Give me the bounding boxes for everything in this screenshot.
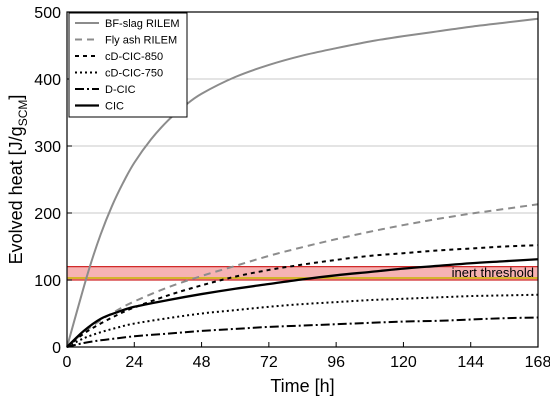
threshold-label: inert threshold [452, 265, 534, 280]
legend-box [68, 12, 188, 118]
x-tick-label-48: 48 [193, 354, 211, 371]
legend: BF-slag RILEM Fly ash RILEM cD-CIC-850 cD-C… [68, 12, 188, 118]
inert-threshold-band [67, 266, 538, 281]
y-tick-label-400: 400 [34, 72, 61, 89]
x-tick-label-0: 0 [63, 354, 72, 371]
series-line-5 [66, 258, 539, 348]
series-line-0 [66, 17, 539, 348]
y-axis-label-main: Evolved heat [J/g [6, 126, 26, 264]
x-tick-label-72: 72 [260, 354, 278, 371]
x-tick-label-120: 120 [390, 354, 417, 371]
y-tick-label-0: 0 [52, 340, 61, 357]
legend-label-1: Fly ash RILEM [105, 35, 177, 47]
legend-label-2: cD-CIC-850 [105, 51, 163, 63]
y-tick-label-500: 500 [34, 5, 61, 22]
legend-label-5: CIC [105, 101, 124, 113]
series-line-4 [66, 316, 539, 348]
threshold-band-fill [67, 266, 538, 280]
series-line-2 [66, 244, 539, 348]
x-axis-label: Time [h] [270, 376, 334, 396]
legend-label-0: BF-slag RILEM [105, 18, 180, 30]
x-tick-label-168: 168 [525, 354, 550, 371]
legend-label-3: cD-CIC-750 [105, 68, 163, 80]
x-tick-label-96: 96 [327, 354, 345, 371]
y-tick-label-300: 300 [34, 139, 61, 156]
x-tick-label-24: 24 [125, 354, 143, 371]
axis-ticks: 0 24 48 72 96 120 144 168 0 100 200 300 400 500 [34, 5, 550, 371]
y-tick-label-200: 200 [34, 206, 61, 223]
series-lines [66, 17, 539, 348]
plot-frame [66, 11, 539, 348]
y-axis-label-close: ] [6, 95, 26, 100]
y-axis-label: Evolved heat [J/gSCM] [6, 95, 30, 265]
y-tick-label-100: 100 [34, 273, 61, 290]
x-tick-label-144: 144 [457, 354, 484, 371]
legend-label-4: D-CIC [105, 84, 136, 96]
y-axis-label-sub: SCM [16, 100, 30, 127]
series-line-3 [66, 293, 539, 348]
